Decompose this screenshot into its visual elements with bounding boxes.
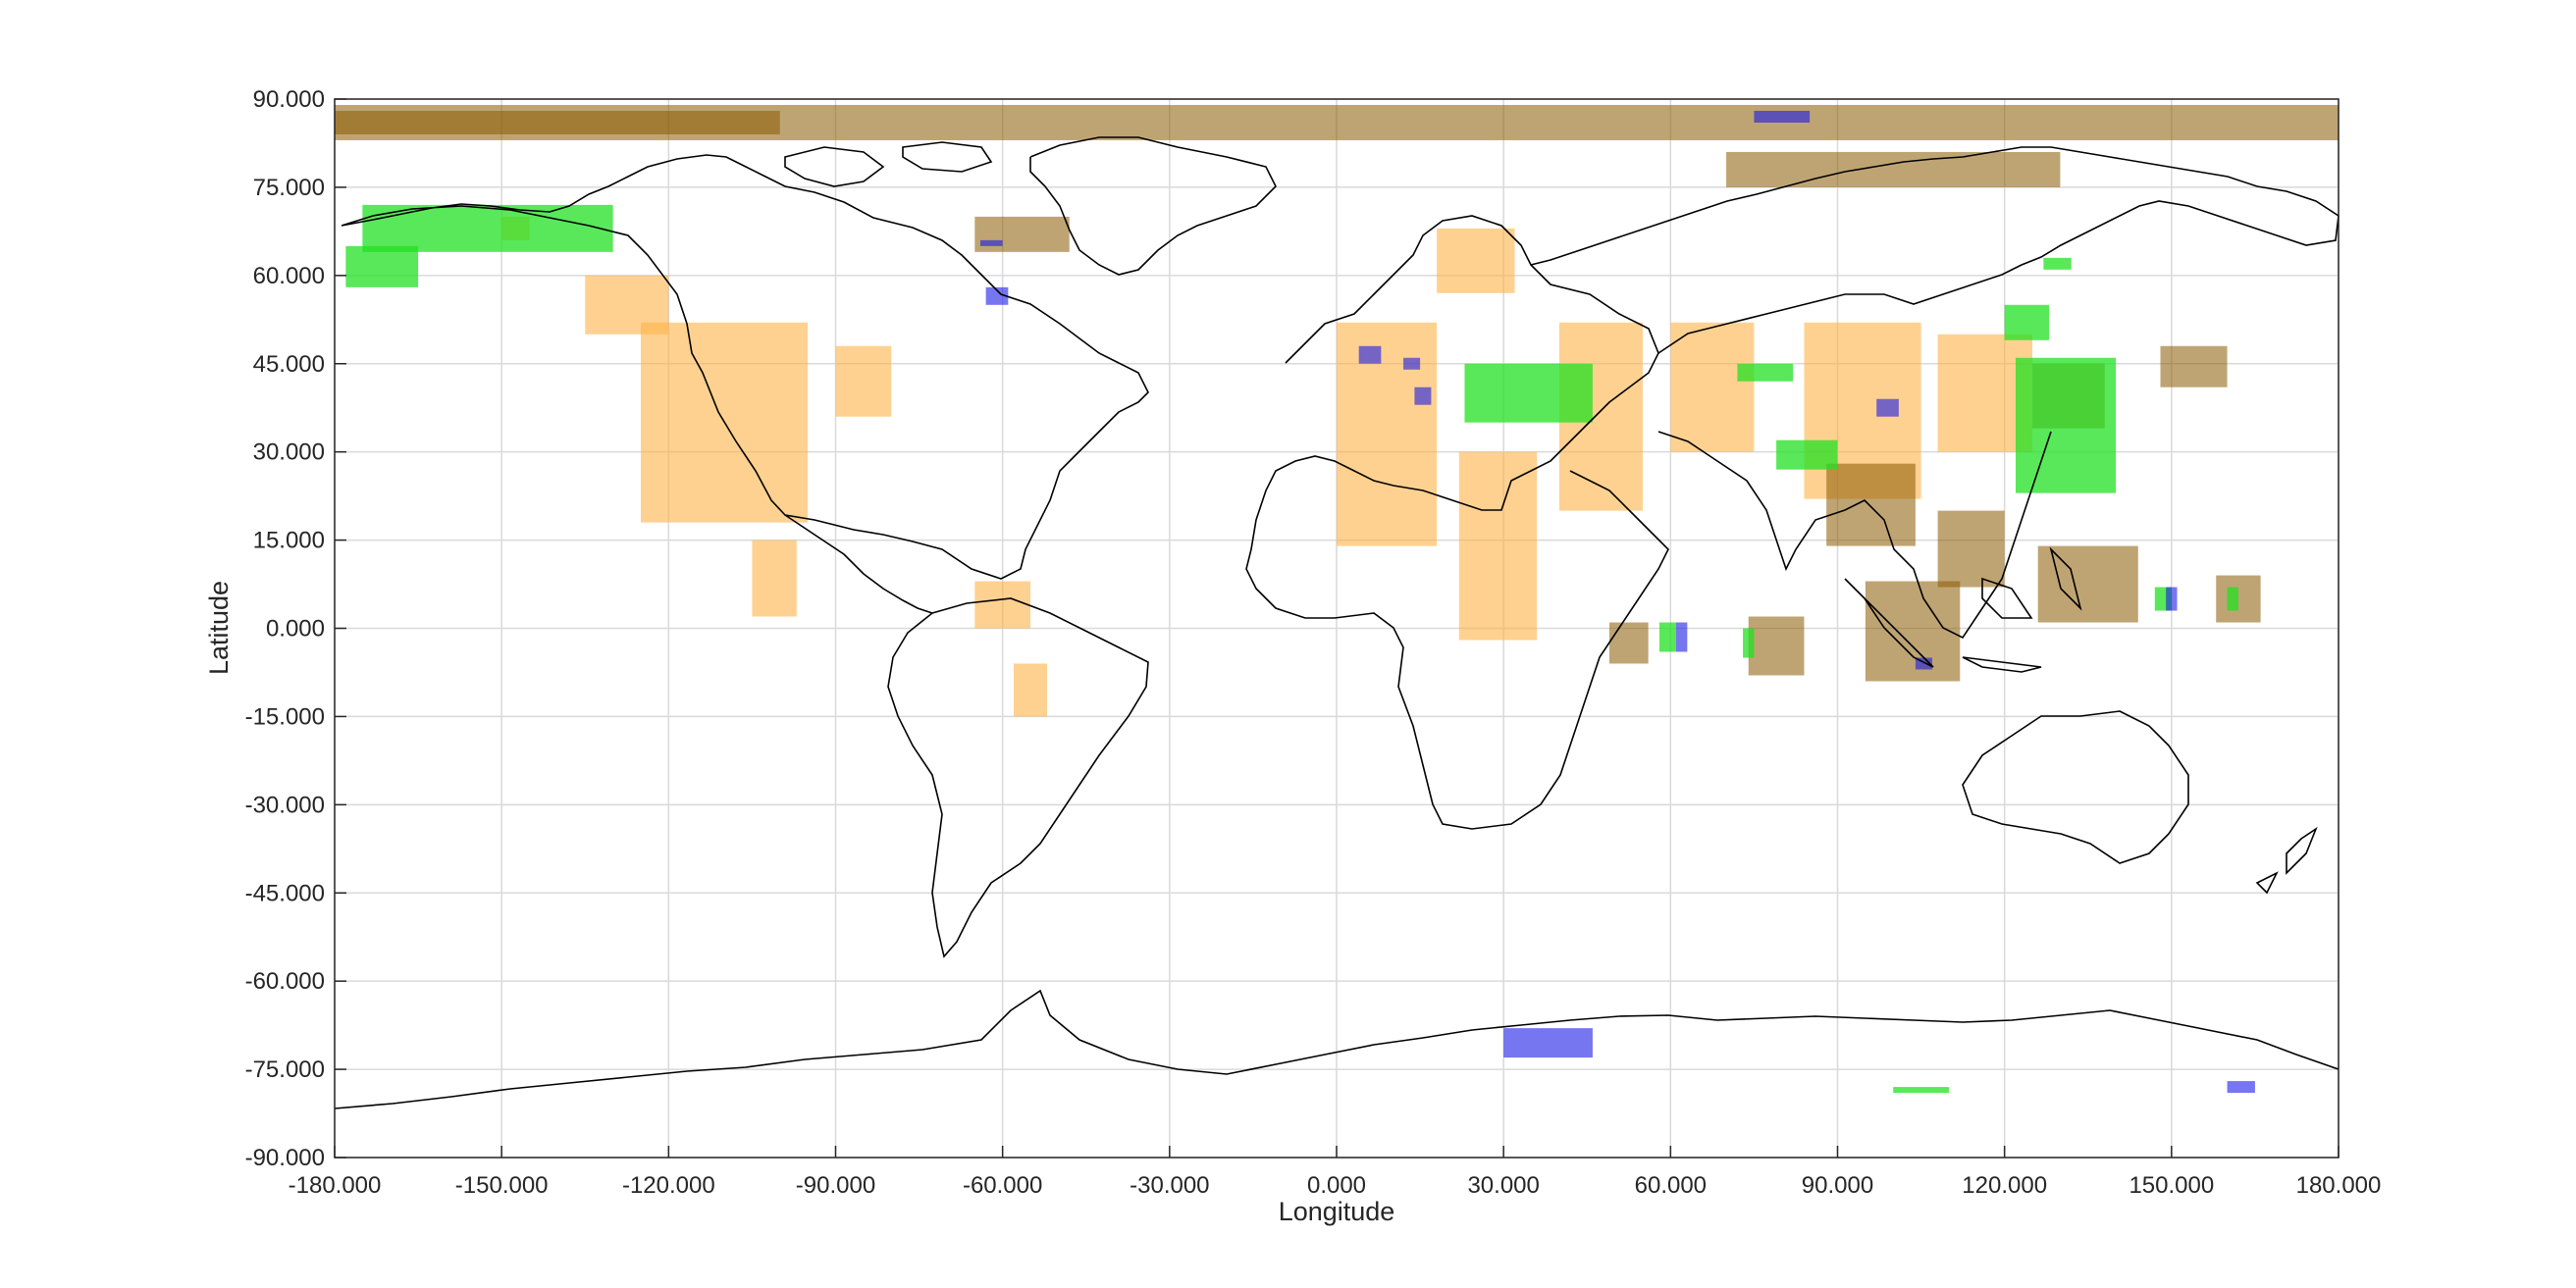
footprint-green bbox=[1776, 439, 1838, 470]
footprint-green bbox=[2016, 357, 2117, 493]
coastline-arctic-islands bbox=[784, 141, 993, 187]
coastline-central-america bbox=[784, 514, 933, 614]
x-axis-ticks: -180.000 -150.000 -120.000 -90.000 -60.000 -3… bbox=[289, 1146, 2382, 1199]
coastline-asia bbox=[1530, 146, 2339, 354]
x-axis-label: Longitude bbox=[1279, 1197, 1395, 1226]
footprint-green bbox=[1893, 1087, 1949, 1094]
footprint-green bbox=[1658, 622, 1677, 652]
footprint-blue bbox=[1358, 345, 1382, 364]
footprint-blue bbox=[1915, 657, 1932, 670]
footprint-green bbox=[2227, 587, 2238, 611]
x-tick-label: 60.000 bbox=[1635, 1172, 1707, 1199]
y-tick-label: -75.000 bbox=[245, 1056, 325, 1083]
x-tick-label: 0.000 bbox=[1307, 1172, 1366, 1199]
footprint-blue bbox=[1676, 622, 1688, 652]
footprint-blue bbox=[2166, 587, 2178, 611]
x-tick-label: 150.000 bbox=[2129, 1172, 2214, 1199]
x-tick-label: -150.000 bbox=[455, 1172, 549, 1199]
footprint-green bbox=[1464, 363, 1593, 423]
footprint-orange bbox=[1337, 322, 1438, 546]
footprint-blue bbox=[1414, 386, 1432, 405]
footprint-blue bbox=[1754, 110, 1811, 123]
y-tick-label: -30.000 bbox=[245, 792, 325, 818]
y-tick-label: 90.000 bbox=[253, 86, 325, 113]
y-tick-label: -90.000 bbox=[245, 1145, 325, 1171]
footprint-blue bbox=[985, 286, 1009, 305]
footprint-layer bbox=[335, 104, 2339, 1094]
y-tick-label: -15.000 bbox=[245, 703, 325, 730]
x-tick-label: 180.000 bbox=[2296, 1172, 2382, 1199]
footprint-green bbox=[362, 204, 613, 252]
x-tick-label: -30.000 bbox=[1130, 1172, 1209, 1199]
footprint-blue bbox=[1403, 357, 1421, 370]
footprint-green bbox=[2004, 304, 2050, 340]
x-tick-label: -120.000 bbox=[622, 1172, 715, 1199]
coastline-north-america bbox=[341, 154, 1149, 580]
coastline-new-zealand bbox=[2255, 826, 2318, 895]
coastline-sea-islands bbox=[1844, 546, 2082, 673]
footprint-brown bbox=[1826, 463, 1916, 546]
coastline-europe-africa bbox=[1245, 215, 1669, 830]
coastline-south-asia bbox=[1657, 431, 2052, 640]
footprint-brown bbox=[335, 110, 780, 134]
footprint-green bbox=[1743, 628, 1755, 658]
coastline-australia bbox=[1962, 710, 2189, 864]
footprint-blue bbox=[1876, 398, 1899, 417]
x-tick-label: 90.000 bbox=[1802, 1172, 1873, 1199]
footprint-brown bbox=[1748, 616, 1805, 676]
x-tick-label: 120.000 bbox=[1962, 1172, 2047, 1199]
y-axis-ticks: 90.000 75.000 60.000 45.000 30.000 15.000 0.00… bbox=[245, 86, 346, 1171]
y-tick-label: 0.000 bbox=[266, 616, 325, 643]
x-tick-label: -90.000 bbox=[796, 1172, 875, 1199]
footprint-orange bbox=[752, 540, 797, 617]
x-tick-label: 30.000 bbox=[1467, 1172, 1539, 1199]
footprint-brown bbox=[1726, 151, 2061, 187]
coastline-antarctica bbox=[334, 989, 2339, 1109]
footprint-orange bbox=[835, 345, 892, 417]
footprint-blue bbox=[2227, 1081, 2255, 1094]
footprint-brown bbox=[2037, 545, 2138, 623]
footprint-brown bbox=[2160, 345, 2228, 387]
y-tick-label: 75.000 bbox=[253, 175, 325, 201]
footprint-orange bbox=[974, 581, 1031, 629]
y-tick-label: 15.000 bbox=[253, 528, 325, 554]
plot-area bbox=[334, 98, 2339, 1159]
coastline-layer bbox=[334, 136, 2339, 1109]
footprint-brown bbox=[1608, 622, 1649, 664]
footprint-green bbox=[1737, 363, 1794, 382]
coastline-south-america bbox=[887, 597, 1149, 958]
coastline-greenland bbox=[1029, 136, 1277, 276]
footprint-orange bbox=[1437, 228, 1515, 293]
footprint-blue bbox=[1503, 1028, 1593, 1058]
y-tick-label: 30.000 bbox=[253, 439, 325, 466]
y-tick-label: 60.000 bbox=[253, 263, 325, 289]
footprint-brown bbox=[1937, 510, 2005, 588]
x-tick-label: -180.000 bbox=[289, 1172, 382, 1199]
y-tick-label: -45.000 bbox=[245, 880, 325, 906]
footprint-green bbox=[2043, 257, 2072, 270]
y-tick-label: 45.000 bbox=[253, 351, 325, 378]
y-tick-label: -60.000 bbox=[245, 968, 325, 995]
footprint-blue bbox=[979, 239, 1003, 246]
footprint-brown bbox=[1865, 581, 1961, 682]
footprint-green bbox=[345, 245, 419, 287]
footprint-orange bbox=[1014, 663, 1048, 717]
x-tick-label: -60.000 bbox=[963, 1172, 1042, 1199]
footprint-orange bbox=[1458, 451, 1538, 641]
footprint-brown bbox=[974, 216, 1070, 252]
footprint-orange bbox=[1670, 322, 1755, 452]
y-axis-label: Latitude bbox=[204, 581, 234, 675]
